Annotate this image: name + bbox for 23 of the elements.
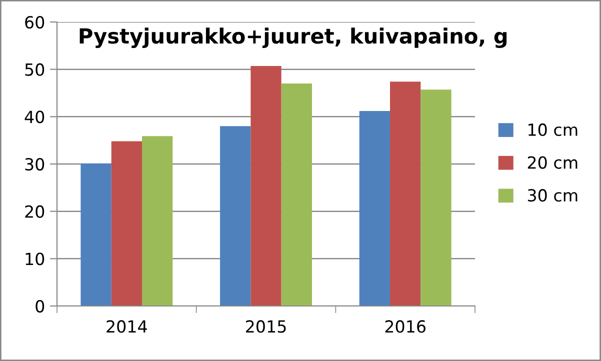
y-tick-label: 0 [36, 300, 44, 313]
legend-label: 20 cm [528, 156, 578, 169]
x-tick-label: 2016 [385, 320, 426, 333]
y-tick-label: 40 [24, 110, 44, 124]
bar [250, 66, 282, 306]
bar [220, 126, 251, 306]
x-tick-label: 2014 [106, 320, 147, 333]
y-tick-label: 20 [25, 205, 44, 218]
bar [359, 110, 390, 306]
y-tick-label: 60 [25, 16, 44, 29]
chart-title: Pystyjuurakko+juuret, kuivapaino, g [80, 28, 507, 48]
y-tick-label: 10 [26, 252, 44, 266]
x-tick-label: 2015 [246, 320, 286, 333]
y-tick-label: 50 [25, 63, 44, 76]
bar [281, 84, 312, 306]
bar [142, 136, 173, 306]
y-tick-label: 30 [25, 158, 44, 171]
bar [390, 82, 421, 306]
bar [111, 141, 142, 306]
bar [80, 164, 112, 306]
legend-label: 10 cm [528, 123, 578, 136]
bar [420, 90, 452, 306]
legend-label: 30 cm [528, 189, 578, 202]
